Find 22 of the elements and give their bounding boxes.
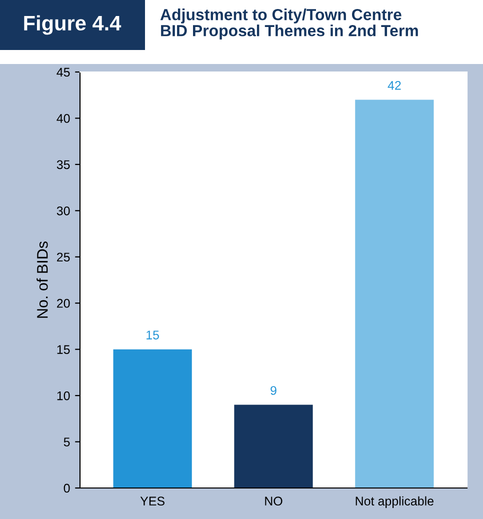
caption: Figure 4.4	[24, 15, 122, 35]
y-tick-label: 5	[64, 438, 70, 446]
bar	[234, 404, 313, 488]
y-tick-label: 0	[64, 484, 70, 493]
y-tick-label: 10	[57, 391, 70, 400]
y-tick-label: 45	[56, 68, 70, 77]
bar	[355, 100, 434, 488]
x-tick-label: Not applicable	[356, 496, 434, 508]
x-tick-label: NO	[265, 496, 282, 506]
y-tick-label: 15	[57, 345, 70, 354]
y-tick-label: 35	[56, 160, 70, 170]
y-axis-title: No. of BIDs	[36, 241, 48, 318]
data-label: 42	[388, 81, 401, 90]
data-label: 15	[146, 330, 159, 340]
y-tick-label: 25	[57, 252, 70, 262]
bar	[113, 349, 192, 488]
x-tick-label: YES	[140, 496, 164, 506]
y-tick-label: 20	[57, 298, 70, 308]
data-label: 9	[270, 386, 276, 395]
y-tick-label: 30	[56, 206, 70, 216]
y-tick-label: 40	[56, 114, 70, 123]
chart-title: Adjustment to City/Town Centre BID Proposal Themes in 2nd Term	[160, 8, 418, 40]
